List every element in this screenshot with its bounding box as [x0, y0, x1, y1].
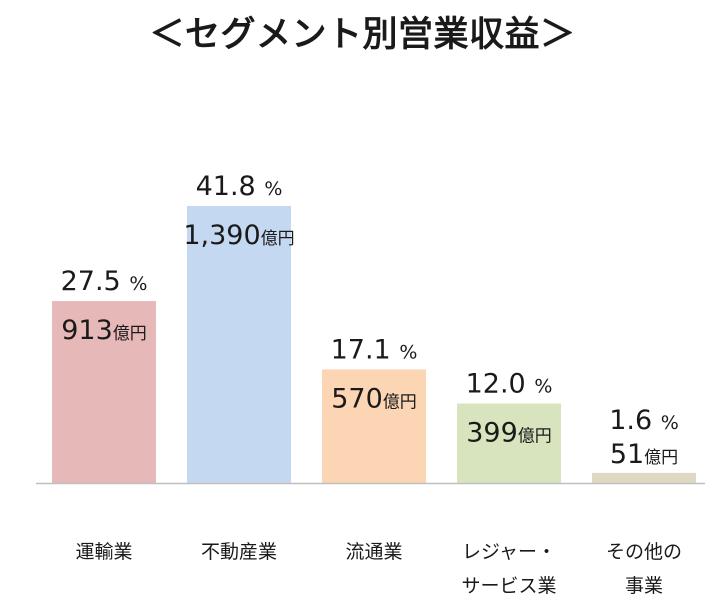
- category-label-1: 運輸業: [29, 535, 179, 569]
- bar-5: [592, 472, 696, 483]
- category-label-line: 不動産業: [200, 541, 277, 563]
- bar-2: [187, 206, 291, 483]
- value-label-4: 399億円: [466, 417, 552, 448]
- category-label-line: その他の: [605, 541, 682, 563]
- value-label-1: 913億円: [61, 315, 147, 346]
- bar-4: [457, 403, 561, 483]
- chart-title: ＜セグメント別営業収益＞: [149, 15, 576, 55]
- category-label-2: 不動産業: [164, 535, 314, 569]
- category-label-3: 流通業: [299, 535, 449, 569]
- category-label-5: その他の 事業: [569, 535, 719, 603]
- category-label-line: サービス業: [461, 575, 557, 597]
- bar-3: [322, 369, 426, 483]
- value-label-3: 570億円: [331, 383, 417, 414]
- percent-label-5: 1.6 %: [609, 405, 679, 436]
- value-label-5: 51億円: [610, 439, 678, 470]
- value-label-2: 1,390億円: [183, 220, 294, 251]
- category-label-line: レジャー・: [461, 541, 557, 563]
- percent-label-1: 27.5 %: [61, 266, 148, 297]
- percent-label-4: 12.0 %: [466, 368, 553, 399]
- category-label-line: 流通業: [345, 541, 403, 563]
- category-label-4: レジャー・サービス業: [434, 535, 584, 603]
- percent-label-2: 41.8 %: [196, 171, 283, 202]
- percent-label-3: 17.1 %: [331, 334, 418, 365]
- bar-1: [52, 301, 156, 483]
- category-label-line: 運輸業: [75, 541, 133, 563]
- category-label-line: 事業: [624, 575, 663, 597]
